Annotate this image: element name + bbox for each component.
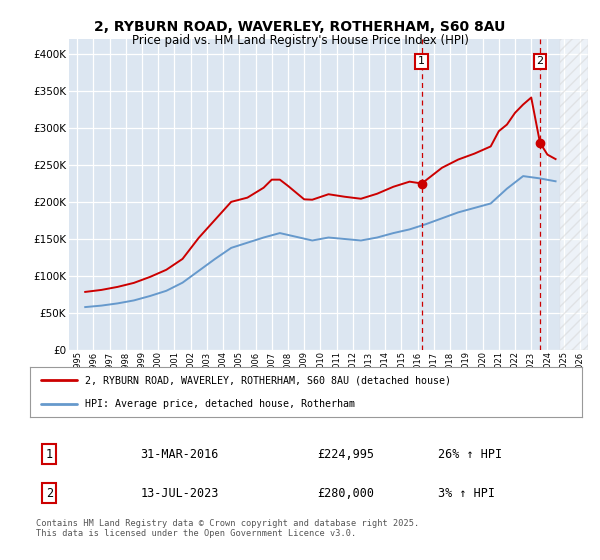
Text: 2: 2 — [536, 57, 544, 67]
Text: 2, RYBURN ROAD, WAVERLEY, ROTHERHAM, S60 8AU: 2, RYBURN ROAD, WAVERLEY, ROTHERHAM, S60… — [94, 20, 506, 34]
Text: 1: 1 — [418, 57, 425, 67]
Text: £280,000: £280,000 — [317, 487, 374, 500]
Text: 2: 2 — [46, 487, 53, 500]
Text: 13-JUL-2023: 13-JUL-2023 — [140, 487, 219, 500]
Text: HPI: Average price, detached house, Rotherham: HPI: Average price, detached house, Roth… — [85, 399, 355, 409]
Text: 3% ↑ HPI: 3% ↑ HPI — [439, 487, 496, 500]
Text: Price paid vs. HM Land Registry's House Price Index (HPI): Price paid vs. HM Land Registry's House … — [131, 34, 469, 46]
Text: 1: 1 — [46, 447, 53, 461]
Text: Contains HM Land Registry data © Crown copyright and database right 2025.
This d: Contains HM Land Registry data © Crown c… — [35, 519, 419, 538]
Text: 31-MAR-2016: 31-MAR-2016 — [140, 447, 219, 461]
Text: £224,995: £224,995 — [317, 447, 374, 461]
Text: 2, RYBURN ROAD, WAVERLEY, ROTHERHAM, S60 8AU (detached house): 2, RYBURN ROAD, WAVERLEY, ROTHERHAM, S60… — [85, 375, 451, 385]
Text: 26% ↑ HPI: 26% ↑ HPI — [439, 447, 503, 461]
